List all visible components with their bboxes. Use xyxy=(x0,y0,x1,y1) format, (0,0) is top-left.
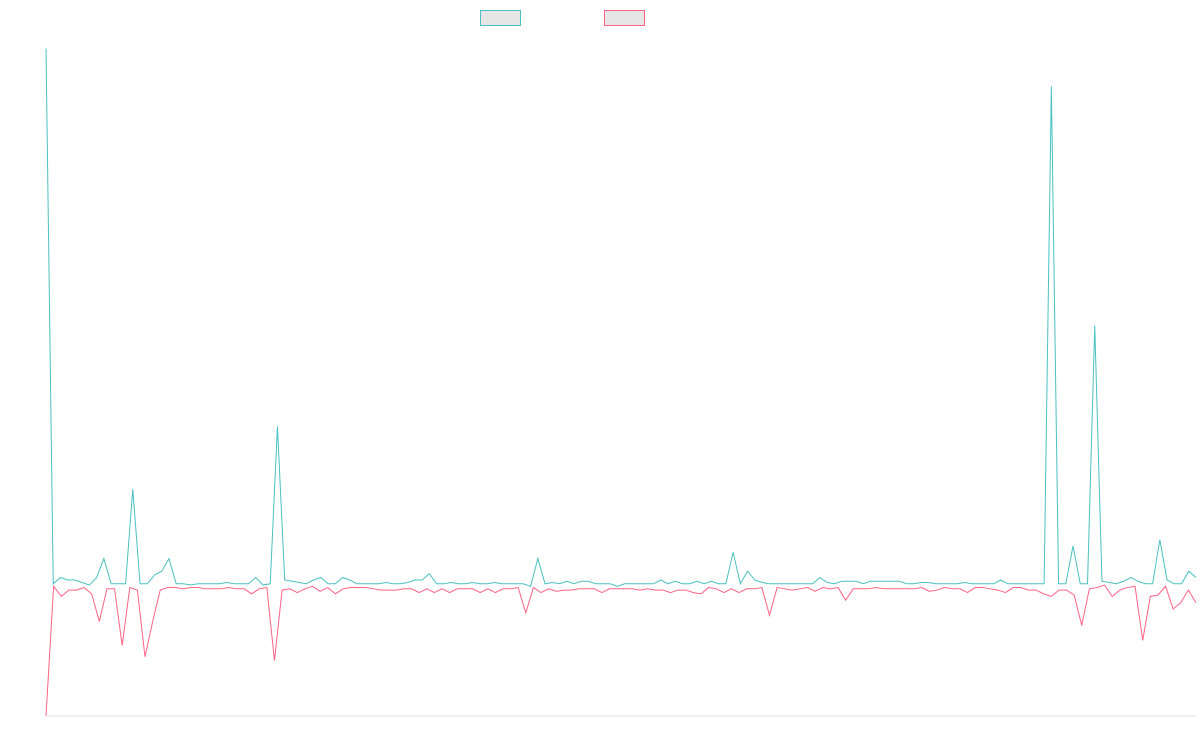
legend-swatch-1[interactable] xyxy=(480,10,521,26)
series-line-1 xyxy=(45,48,1197,587)
chart-legend xyxy=(480,10,645,26)
legend-swatch-2[interactable] xyxy=(604,10,645,26)
series-line-2 xyxy=(45,584,1197,717)
series-layer xyxy=(45,48,1197,717)
